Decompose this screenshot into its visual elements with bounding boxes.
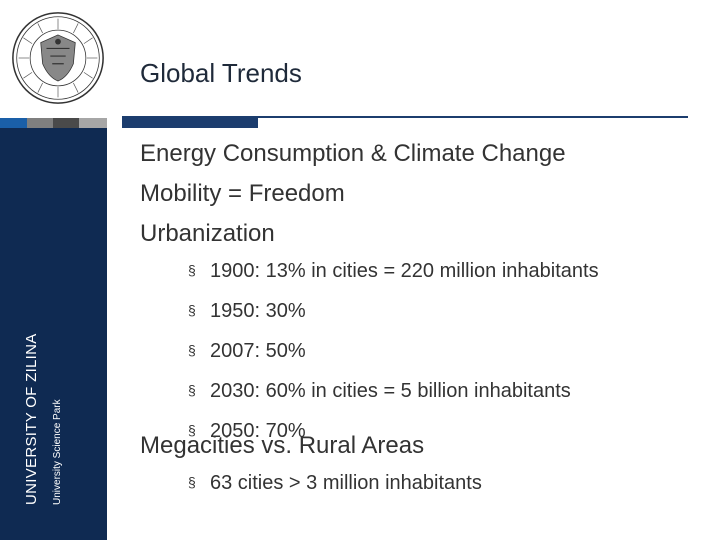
accent-strip-dark-grey xyxy=(53,118,79,128)
bullet-marker: § xyxy=(188,262,196,278)
list-item-text: 1900: 13% in cities = 220 million inhabi… xyxy=(210,260,599,282)
list-item-text: 1950: 30% xyxy=(210,300,306,322)
accent-strip-grey xyxy=(27,118,53,128)
list-item-text: 2030: 60% in cities = 5 billion inhabita… xyxy=(210,380,571,402)
bullet-marker: § xyxy=(188,422,196,438)
bullet-marker: § xyxy=(188,302,196,318)
item-urbanization: Urbanization xyxy=(140,220,275,247)
item-energy-consumption: Energy Consumption & Climate Change xyxy=(140,140,566,167)
science-park-label: University Science Park xyxy=(52,399,63,505)
list-item: § 2030: 60% in cities = 5 billion inhabit… xyxy=(188,378,599,418)
bullet-marker: § xyxy=(188,382,196,398)
title-divider xyxy=(122,116,688,118)
list-item-text: 2050: 70% xyxy=(210,420,306,442)
accent-strip-light-grey xyxy=(79,118,107,128)
list-item: § 1950: 30% xyxy=(188,298,599,338)
slide-title: Global Trends xyxy=(140,58,302,88)
list-item-text: 63 cities > 3 million inhabitants xyxy=(210,472,482,494)
urbanization-list: § 1900: 13% in cities = 220 million inhab… xyxy=(188,258,599,458)
bullet-marker: § xyxy=(188,342,196,358)
university-seal-logo xyxy=(12,12,104,104)
megacities-point: § 63 cities > 3 million inhabitants xyxy=(188,470,482,510)
item-mobility: Mobility = Freedom xyxy=(140,180,345,207)
sidebar-panel xyxy=(0,128,107,540)
list-item-text: 2007: 50% xyxy=(210,340,306,362)
list-item: § 2007: 50% xyxy=(188,338,599,378)
list-item: § 2050: 70% xyxy=(188,418,599,458)
title-accent-bar xyxy=(122,118,258,128)
item-megacities: Megacities vs. Rural Areas xyxy=(140,432,425,459)
university-name-label: UNIVERSITY OF ZILINA xyxy=(23,333,40,505)
list-item: § 1900: 13% in cities = 220 million inhab… xyxy=(188,258,599,298)
accent-strip-blue xyxy=(0,118,27,128)
bullet-marker: § xyxy=(188,474,196,490)
